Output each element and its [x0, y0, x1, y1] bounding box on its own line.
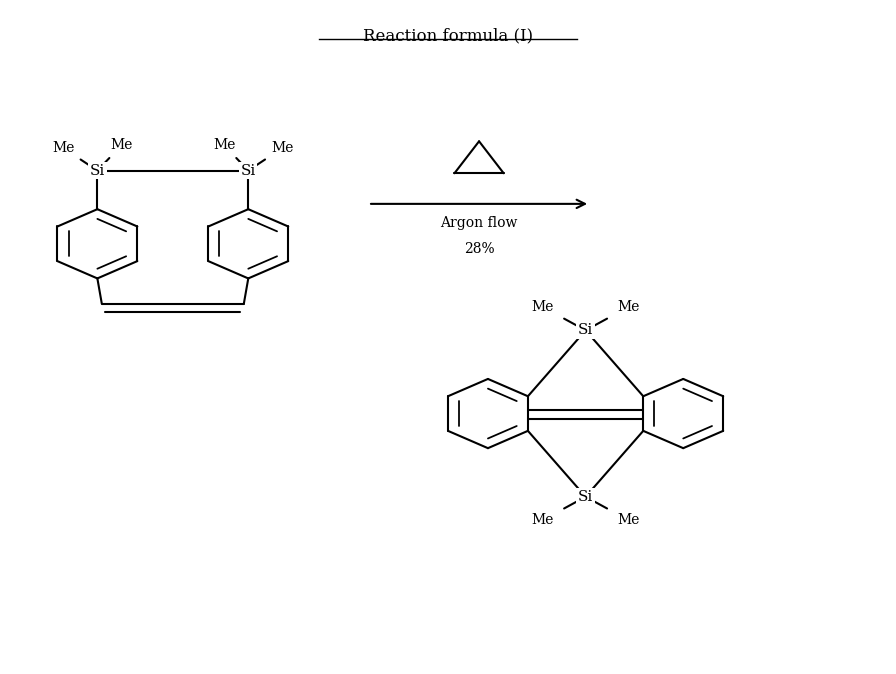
Text: Me: Me	[110, 138, 133, 152]
Text: Si: Si	[578, 324, 593, 338]
Text: Me: Me	[531, 300, 554, 314]
Text: Me: Me	[531, 513, 554, 527]
Text: Reaction formula (I): Reaction formula (I)	[363, 28, 533, 44]
Text: Me: Me	[213, 138, 236, 152]
Text: 28%: 28%	[464, 243, 495, 257]
Text: Si: Si	[578, 490, 593, 503]
Text: Me: Me	[271, 141, 293, 155]
Text: Si: Si	[241, 164, 256, 177]
Text: Me: Me	[617, 300, 640, 314]
Text: Argon flow: Argon flow	[440, 216, 518, 230]
Text: Me: Me	[617, 513, 640, 527]
Text: Me: Me	[52, 141, 74, 155]
Text: Si: Si	[90, 164, 105, 177]
